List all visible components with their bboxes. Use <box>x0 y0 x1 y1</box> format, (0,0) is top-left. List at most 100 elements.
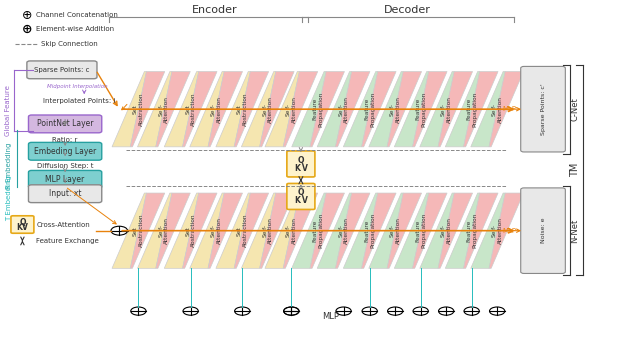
PathPatch shape <box>420 193 454 268</box>
PathPatch shape <box>463 193 498 268</box>
PathPatch shape <box>182 71 217 147</box>
Text: Global Feature: Global Feature <box>4 86 11 136</box>
PathPatch shape <box>394 193 429 268</box>
Text: Self-
Attention: Self- Attention <box>338 217 349 244</box>
PathPatch shape <box>138 193 172 268</box>
Text: Self-
Attention: Self- Attention <box>492 217 502 244</box>
Text: N-Net: N-Net <box>570 218 579 243</box>
Text: Q: Q <box>298 188 304 197</box>
Text: Self-
Attention: Self- Attention <box>159 217 170 244</box>
Text: Set
Abstraction: Set Abstraction <box>237 214 248 247</box>
FancyBboxPatch shape <box>521 66 565 152</box>
Text: Input: xt: Input: xt <box>49 189 81 198</box>
Text: Noise: e: Noise: e <box>541 218 545 244</box>
PathPatch shape <box>489 71 524 147</box>
Text: V: V <box>22 223 28 232</box>
Text: Decoder: Decoder <box>384 5 431 15</box>
FancyBboxPatch shape <box>28 185 102 203</box>
PathPatch shape <box>471 193 505 268</box>
PathPatch shape <box>369 193 403 268</box>
Text: Self-
Attention: Self- Attention <box>492 96 502 122</box>
PathPatch shape <box>241 193 276 268</box>
PathPatch shape <box>138 71 172 147</box>
PathPatch shape <box>189 71 224 147</box>
Text: Channel Concatenation: Channel Concatenation <box>36 12 118 18</box>
Text: Feature
Propagation: Feature Propagation <box>467 213 477 248</box>
PathPatch shape <box>317 193 351 268</box>
PathPatch shape <box>343 71 378 147</box>
FancyBboxPatch shape <box>28 115 102 133</box>
Text: Set
Abstraction: Set Abstraction <box>133 214 144 247</box>
PathPatch shape <box>189 193 224 268</box>
PathPatch shape <box>208 193 243 268</box>
PathPatch shape <box>241 71 276 147</box>
Text: Self-
Attention: Self- Attention <box>159 96 170 122</box>
Text: Self-
Attention: Self- Attention <box>262 96 273 122</box>
PathPatch shape <box>216 71 250 147</box>
PathPatch shape <box>394 71 429 147</box>
FancyBboxPatch shape <box>11 216 34 233</box>
Text: C-Net: C-Net <box>570 97 579 121</box>
PathPatch shape <box>234 193 269 268</box>
Text: ⊕: ⊕ <box>22 9 32 22</box>
Text: Skip Connection: Skip Connection <box>41 41 98 47</box>
Text: Q: Q <box>298 156 304 165</box>
PathPatch shape <box>335 193 370 268</box>
PathPatch shape <box>156 71 190 147</box>
Text: Feature
Propagation: Feature Propagation <box>364 213 375 248</box>
Text: Encoder: Encoder <box>192 5 237 15</box>
PathPatch shape <box>343 193 378 268</box>
Text: Sparse Points: c': Sparse Points: c' <box>541 83 545 135</box>
Text: MLP Layer: MLP Layer <box>45 175 84 184</box>
FancyBboxPatch shape <box>287 151 315 177</box>
Text: Feature
Propagation: Feature Propagation <box>313 213 323 248</box>
FancyBboxPatch shape <box>521 188 565 274</box>
PathPatch shape <box>362 71 396 147</box>
Text: Sparse Points: c: Sparse Points: c <box>34 67 90 73</box>
PathPatch shape <box>234 71 269 147</box>
Text: V: V <box>301 196 307 205</box>
Text: Set
Abstraction: Set Abstraction <box>185 214 196 247</box>
FancyBboxPatch shape <box>27 61 97 79</box>
PathPatch shape <box>265 71 300 147</box>
Text: Self-
Attention: Self- Attention <box>441 96 452 122</box>
Text: Self-
Attention: Self- Attention <box>286 217 297 244</box>
PathPatch shape <box>284 193 317 268</box>
Text: Midpoint Interpolation: Midpoint Interpolation <box>47 84 108 89</box>
PathPatch shape <box>208 71 243 147</box>
Text: Self-
Attention: Self- Attention <box>390 217 401 244</box>
PathPatch shape <box>438 193 472 268</box>
PathPatch shape <box>489 193 524 268</box>
Text: TM: TM <box>570 163 580 177</box>
PathPatch shape <box>131 193 164 268</box>
Text: MLP: MLP <box>502 228 516 234</box>
Text: Self-
Attention: Self- Attention <box>262 217 273 244</box>
Text: Set
Abstraction: Set Abstraction <box>237 92 248 126</box>
Text: MLP: MLP <box>502 106 516 112</box>
PathPatch shape <box>413 193 447 268</box>
Text: Self-
Attention: Self- Attention <box>286 96 297 122</box>
Text: Diffusion Step: t: Diffusion Step: t <box>37 163 93 169</box>
PathPatch shape <box>310 193 344 268</box>
Text: Q: Q <box>19 218 26 227</box>
Text: Feature Exchange: Feature Exchange <box>36 238 99 244</box>
FancyBboxPatch shape <box>28 170 102 188</box>
PathPatch shape <box>260 193 294 268</box>
Text: Self-
Attention: Self- Attention <box>338 96 349 122</box>
Text: Self-
Attention: Self- Attention <box>211 96 221 122</box>
PathPatch shape <box>387 71 422 147</box>
Text: Feature
Propagation: Feature Propagation <box>415 91 426 127</box>
Text: Set
Abstraction: Set Abstraction <box>185 92 196 126</box>
FancyBboxPatch shape <box>28 142 102 160</box>
PathPatch shape <box>216 193 250 268</box>
PathPatch shape <box>362 193 396 268</box>
PathPatch shape <box>445 71 480 147</box>
Text: Feature
Propagation: Feature Propagation <box>313 91 323 127</box>
Text: Feature
Propagation: Feature Propagation <box>415 213 426 248</box>
PathPatch shape <box>265 193 300 268</box>
Text: MLP: MLP <box>322 312 339 321</box>
Text: R Embedding: R Embedding <box>6 142 12 189</box>
PathPatch shape <box>284 71 317 147</box>
PathPatch shape <box>164 193 199 268</box>
Text: Ratio: r: Ratio: r <box>52 137 78 143</box>
